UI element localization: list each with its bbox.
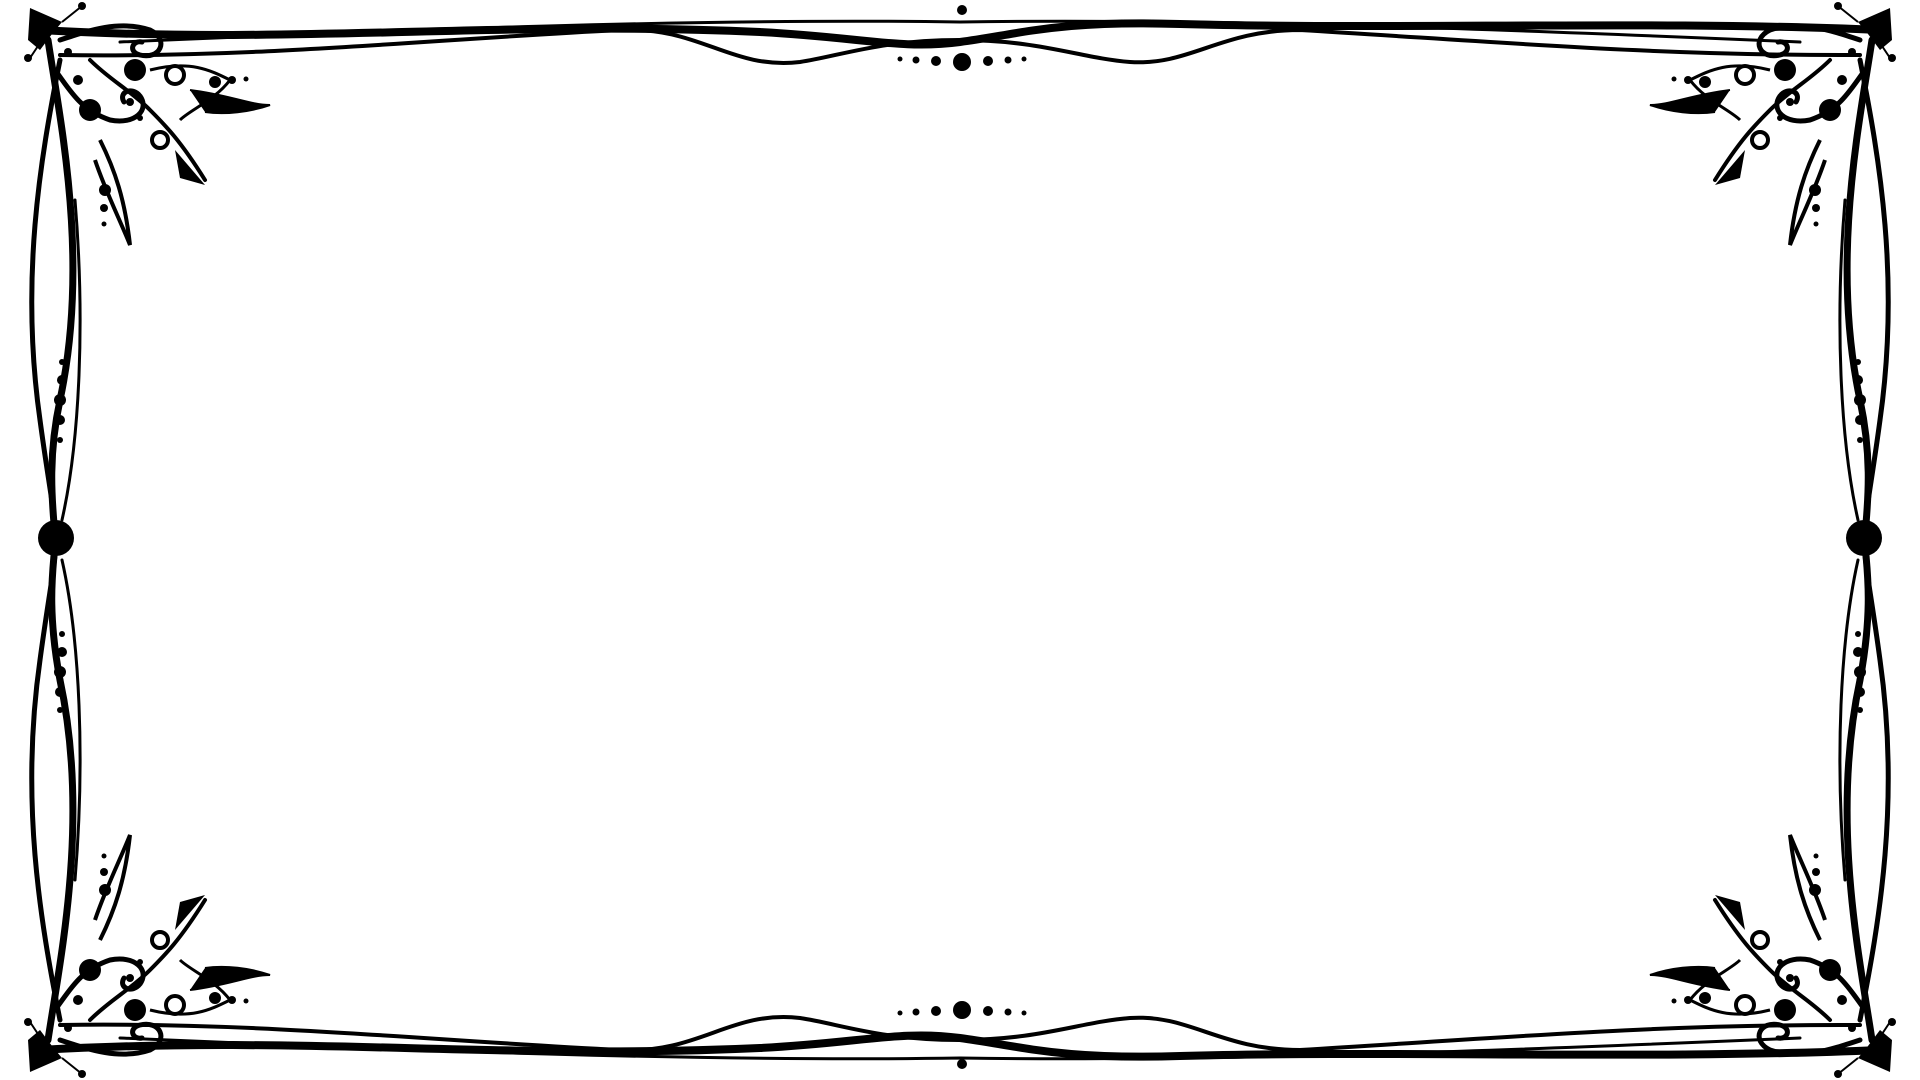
blank-content-area (120, 110, 1800, 970)
bottom-center-ornament (897, 1001, 1027, 1069)
top-border (36, 19, 1884, 65)
top-center-ornament (897, 5, 1027, 71)
bottom-border (36, 1015, 1884, 1061)
right-center-ornament (1846, 359, 1882, 713)
left-center-ornament (38, 359, 74, 713)
